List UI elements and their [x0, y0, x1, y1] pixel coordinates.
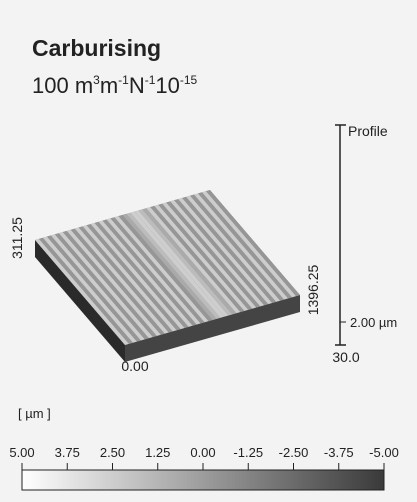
colorbar-tick-label: -1.25 — [233, 445, 263, 460]
surface — [35, 190, 300, 362]
colorbar-unit: [ µm ] — [18, 406, 51, 421]
groove — [166, 190, 297, 298]
colorbar-tick-label: 2.50 — [100, 445, 125, 460]
colorbar-tick-label: -2.50 — [279, 445, 309, 460]
x-extent: 1396.25 — [305, 264, 321, 315]
profile-bottom-label: 30.0 — [332, 349, 359, 365]
profile-scale-label: 2.00 µm — [350, 315, 397, 330]
groove — [158, 190, 289, 300]
colorbar-tick-label: 0.00 — [190, 445, 215, 460]
unit-sup: 3 — [93, 73, 100, 87]
profile-scale — [335, 124, 346, 346]
unit-part: 10 — [155, 73, 179, 98]
y-extent: 311.25 — [9, 217, 25, 259]
units: 100 m3m-1N-110-15 — [32, 73, 198, 98]
unit-sup: -1 — [145, 73, 156, 87]
side-left — [35, 240, 125, 362]
colorbar-tick-label: -3.75 — [324, 445, 354, 460]
unit-part: N — [129, 73, 145, 98]
unit-part: 100 m — [32, 73, 93, 98]
side-right — [125, 295, 300, 362]
groove — [162, 190, 293, 299]
origin-label: 0.00 — [121, 358, 148, 374]
colorbar — [21, 469, 385, 491]
unit-sup: -15 — [180, 73, 198, 87]
colorbar-ticks: 5.00 3.75 2.50 1.25 0.00 -1.25 -2.50 -3.75 -5.00 — [9, 445, 399, 470]
groove — [154, 190, 285, 301]
colorbar-tick-label: 1.25 — [145, 445, 170, 460]
colorbar-tick-label: 5.00 — [9, 445, 34, 460]
groove — [170, 190, 300, 297]
unit-sup: -1 — [118, 73, 129, 87]
profile-title: Profile — [348, 123, 388, 139]
colorbar-tick-label: 3.75 — [55, 445, 80, 460]
colorbar-tick-label: -5.00 — [369, 445, 399, 460]
unit-part: m — [100, 73, 118, 98]
title: Carburising — [32, 35, 161, 61]
groove — [35, 196, 129, 345]
